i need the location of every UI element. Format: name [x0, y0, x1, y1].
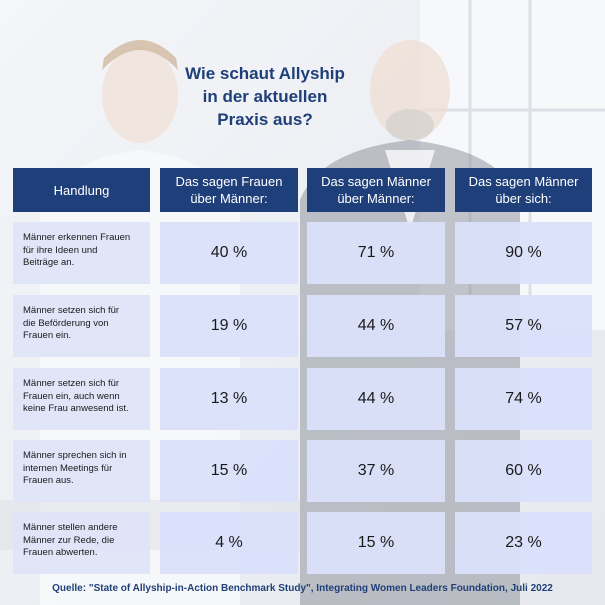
column-header-label: Das sagen Männer über Männer:: [321, 174, 431, 206]
value-cell-r1-c1: 19 %: [160, 295, 298, 357]
value-cell-r2-c1: 13 %: [160, 368, 298, 430]
value-cell-r0-c1: 40 %: [160, 222, 298, 284]
column-header-3: Das sagen Männer über sich:: [455, 168, 592, 212]
value-cell-r2-c3: 74 %: [455, 368, 592, 430]
row-label-0: Männer erkennen Frauen für ihre Ideen un…: [13, 222, 150, 284]
value-cell-r3-c2: 37 %: [307, 440, 445, 502]
value-cell-r4-c2: 15 %: [307, 512, 445, 574]
column-header-label: Das sagen Männer über sich:: [468, 174, 579, 206]
value-cell-r4-c3: 23 %: [455, 512, 592, 574]
value-cell-r1-c2: 44 %: [307, 295, 445, 357]
value-cell-r2-c2: 44 %: [307, 368, 445, 430]
row-label-1: Männer setzen sich für die Beförderung v…: [13, 295, 150, 357]
page-title: Wie schaut Allyship in der aktuellen Pra…: [185, 64, 345, 129]
value-cell-r1-c3: 57 %: [455, 295, 592, 357]
value-cell-r0-c3: 90 %: [455, 222, 592, 284]
column-header-0: Handlung: [13, 168, 150, 212]
column-header-1: Das sagen Frauen über Männer:: [160, 168, 298, 212]
row-label-2: Männer setzen sich für Frauen ein, auch …: [13, 368, 150, 430]
value-cell-r3-c1: 15 %: [160, 440, 298, 502]
value-cell-r4-c1: 4 %: [160, 512, 298, 574]
value-cell-r0-c2: 71 %: [307, 222, 445, 284]
source-note: Quelle: "State of Allyship-in-Action Ben…: [52, 583, 553, 594]
row-label-4: Männer stellen andere Männer zur Rede, d…: [13, 512, 150, 574]
column-header-2: Das sagen Männer über Männer:: [307, 168, 445, 212]
column-header-label: Handlung: [53, 182, 110, 198]
row-label-3: Männer sprechen sich in internen Meeting…: [13, 440, 150, 502]
value-cell-r3-c3: 60 %: [455, 440, 592, 502]
column-header-label: Das sagen Frauen über Männer:: [175, 174, 283, 206]
